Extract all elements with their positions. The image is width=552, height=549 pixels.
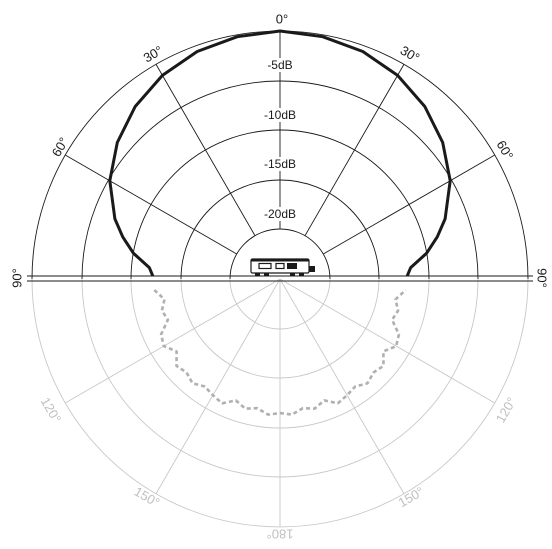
- grid-spoke-front: [304, 64, 405, 236]
- grid-spoke-rear: [65, 278, 281, 404]
- radial-tick-labels: -5dB -10dB -15dB -20dB: [261, 58, 299, 221]
- radial-label-bg: [261, 207, 299, 221]
- polar-curves: [108, 29, 452, 416]
- angle-label-60-left: 60°: [49, 135, 72, 160]
- horizontal-axis-lines: [27, 275, 533, 282]
- grid-spokes-front: [65, 31, 495, 255]
- radial-label-bg: [261, 157, 299, 171]
- angle-label-150-left: 150°: [132, 484, 163, 510]
- radial-tick-label: -10dB: [264, 108, 296, 122]
- angle-label-90-left: 90°: [10, 268, 25, 288]
- angle-label-0: 0°: [276, 12, 288, 27]
- grid-spoke-rear: [279, 278, 405, 494]
- grid-spoke-rear: [155, 278, 281, 494]
- radial-label-bg: [261, 108, 299, 122]
- angle-label-30-left: 30°: [141, 43, 166, 66]
- series-rear-lobe: [153, 289, 407, 416]
- grid-spoke-front: [323, 154, 495, 255]
- angle-label-180: 180°: [267, 527, 294, 542]
- angle-label-90-right: 90°: [535, 268, 550, 288]
- grid-ring-front: [229, 228, 331, 280]
- angle-label-30-right: 30°: [398, 43, 423, 66]
- radial-tick-label: -5dB: [267, 58, 292, 72]
- grid-spokes-rear: [65, 278, 495, 527]
- radial-label-bg: [264, 58, 296, 72]
- grid-spoke-front: [155, 64, 256, 236]
- grid-spoke-front: [65, 154, 237, 255]
- grid-spoke-rear: [279, 278, 495, 404]
- radial-tick-label: -20dB: [264, 207, 296, 221]
- device-icon: [250, 258, 315, 276]
- angle-label-120-left: 120°: [38, 395, 64, 426]
- radial-tick-label: -15dB: [264, 157, 296, 171]
- series-front-lobe: [108, 29, 452, 277]
